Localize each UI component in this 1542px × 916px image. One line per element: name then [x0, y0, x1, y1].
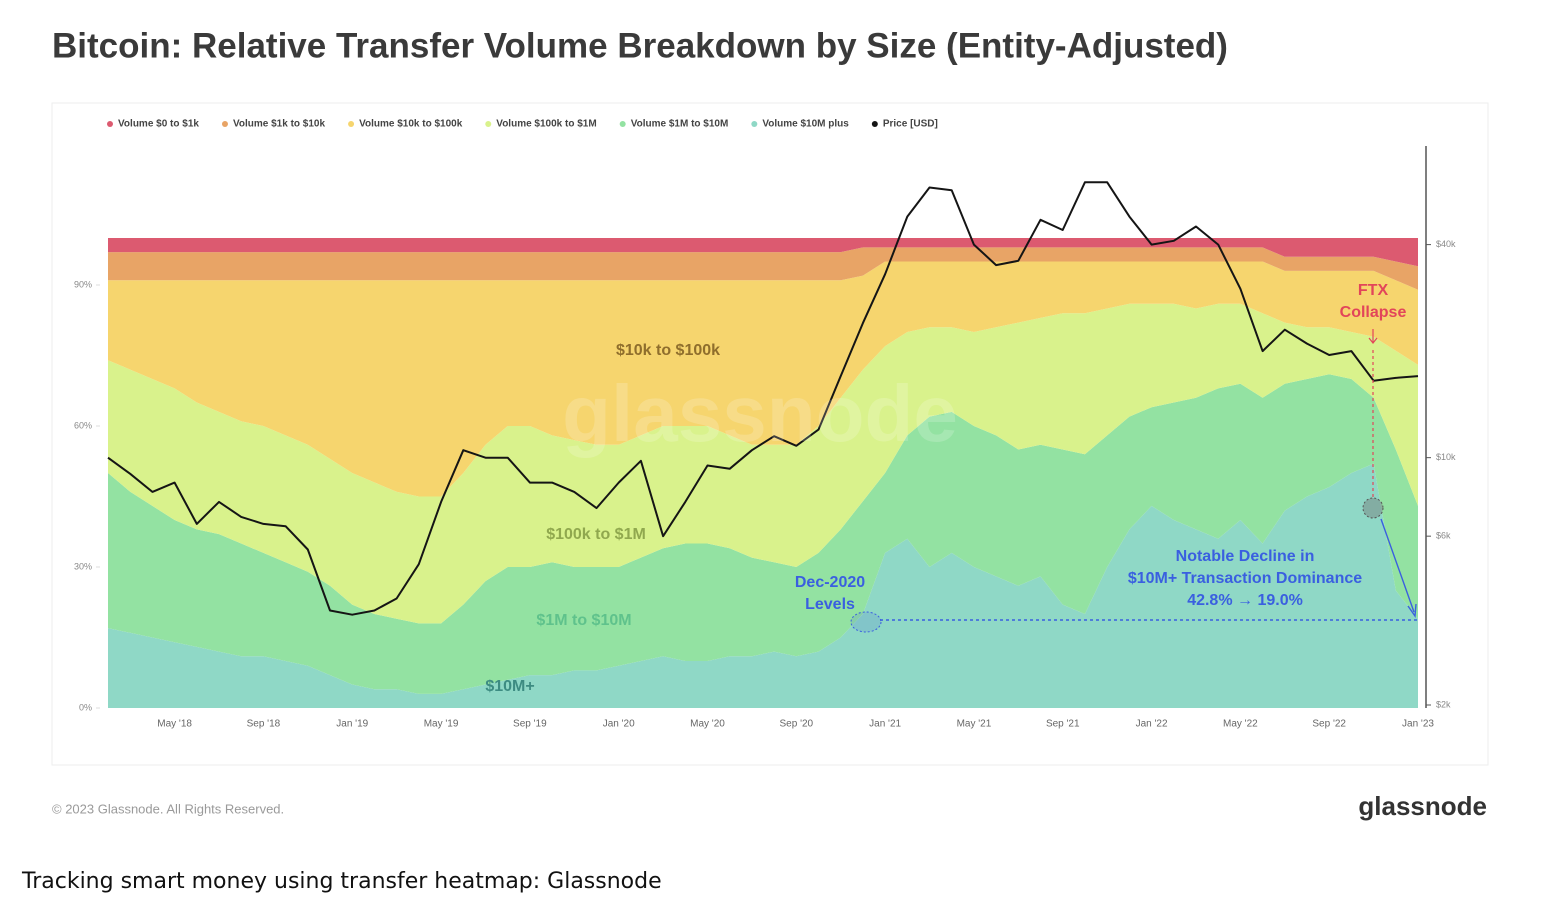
area — [108, 238, 1418, 267]
area — [108, 374, 1418, 694]
legend-label: Volume $1k to $10k — [233, 119, 326, 130]
x-tick-label: May '20 — [690, 719, 725, 730]
annotation: Dec-2020 — [795, 574, 865, 591]
legend-swatch — [221, 121, 228, 127]
annotation: Levels — [805, 596, 855, 613]
annotation: $1M to $10M — [536, 612, 631, 629]
y2-tick-label: $10k — [1436, 452, 1456, 462]
legend-label: Volume $1M to $10M — [631, 119, 729, 130]
x-tick-label: Jan '20 — [603, 719, 635, 730]
chart-title: Bitcoin: Relative Transfer Volume Breakd… — [52, 26, 1228, 65]
legend-swatch — [871, 121, 878, 127]
y2-tick-label: $40k — [1436, 239, 1456, 249]
x-tick-label: Jan '21 — [869, 719, 901, 730]
y2-tick-label: $6k — [1436, 531, 1451, 541]
watermark: glassnode — [562, 369, 958, 458]
annotation: $10k to $100k — [616, 342, 720, 359]
legend-label: Volume $100k to $1M — [496, 119, 596, 130]
legend-label: Volume $10k to $100k — [359, 119, 463, 130]
x-tick-label: May '22 — [1223, 719, 1258, 730]
x-tick-label: Sep '20 — [780, 719, 814, 730]
x-tick-label: Jan '19 — [336, 719, 368, 730]
y-tick-label: 90% — [74, 279, 92, 289]
price-line — [107, 181, 1419, 616]
x-tick-label: May '19 — [424, 719, 459, 730]
x-tick-label: Jan '22 — [1136, 719, 1168, 730]
legend-label: Volume $10M plus — [762, 119, 849, 130]
annotation: 42.8% → 19.0% — [1187, 592, 1303, 609]
x-tick-label: May '18 — [157, 719, 192, 730]
plot-area: 0% 30% 60% 90% May '18 Sep '18 Jan '19 May '19 S… — [74, 181, 1434, 730]
arrow — [1380, 518, 1415, 613]
marker-circle — [1362, 497, 1384, 519]
x-tick-label: Sep '18 — [247, 719, 281, 730]
y-tick-label: 30% — [74, 561, 92, 571]
legend-label: Volume $0 to $1k — [118, 119, 199, 130]
brand-logo: glassnode — [1358, 791, 1487, 821]
area — [108, 247, 1418, 290]
legend-label: Price [USD] — [883, 119, 938, 130]
annotation: $100k to $1M — [546, 526, 646, 543]
legend-swatch — [619, 121, 626, 127]
x-tick-label: Sep '22 — [1312, 719, 1346, 730]
area — [108, 463, 1418, 708]
arrow-head — [1407, 603, 1417, 618]
caption: Tracking smart money using transfer heat… — [21, 869, 662, 894]
legend-swatch — [348, 121, 355, 127]
x-tick-label: May '21 — [957, 719, 992, 730]
y-tick-label: 0% — [79, 702, 92, 712]
x-tick-label: Jan '23 — [1402, 719, 1434, 730]
legend-swatch — [485, 121, 492, 127]
annotation: Collapse — [1340, 304, 1407, 321]
legend-swatch — [751, 121, 758, 127]
annotation: Notable Decline in — [1176, 548, 1315, 565]
annotation: $10M+ Transaction Dominance — [1128, 570, 1362, 587]
marker-ellipse — [850, 611, 882, 633]
annotation: $10M+ — [485, 678, 534, 695]
y-tick-label: 60% — [74, 420, 92, 430]
arrow-head — [1368, 337, 1378, 344]
x-tick-label: Sep '21 — [1046, 719, 1080, 730]
area — [108, 303, 1418, 624]
copyright: © 2023 Glassnode. All Rights Reserved. — [52, 801, 284, 816]
x-tick-label: Sep '19 — [513, 719, 547, 730]
legend-swatch — [107, 121, 113, 127]
annotation: FTX — [1358, 282, 1389, 299]
y2-tick-label: $2k — [1436, 699, 1451, 709]
area — [108, 261, 1418, 497]
overlay: $10k to $100k $100k to $1M $1M to $10M $… — [485, 282, 1418, 695]
